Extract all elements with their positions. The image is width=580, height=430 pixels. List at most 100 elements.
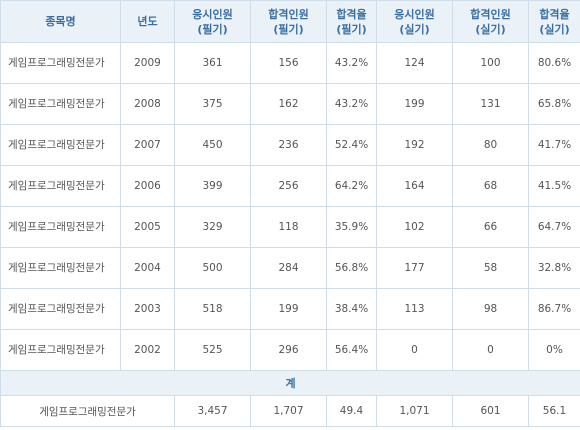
cell-practical-rate: 0% [528, 329, 580, 371]
cell-year: 2005 [120, 206, 175, 248]
cell-practical-passed: 58 [452, 247, 529, 289]
cell-written-passed: 284 [250, 247, 327, 289]
cell-written-applicants: 399 [174, 165, 251, 207]
header-label: 합격율 [336, 7, 367, 21]
cell-written-passed: 296 [250, 329, 327, 371]
cell-practical-passed: 98 [452, 288, 529, 330]
cell-practical-rate: 41.7% [528, 124, 580, 166]
header-sublabel: (실기) [539, 22, 570, 36]
cell-practical-passed: 66 [452, 206, 529, 248]
header-label: 응시인원 [394, 7, 435, 21]
cell-practical-passed: 100 [452, 42, 529, 84]
total-label: 계 [0, 370, 580, 396]
total-written-rate: 49.4 [326, 395, 377, 427]
cell-written-passed: 199 [250, 288, 327, 330]
cell-year: 2007 [120, 124, 175, 166]
cell-practical-applicants: 192 [376, 124, 453, 166]
cell-practical-rate: 41.5% [528, 165, 580, 207]
total-header-row: 계 [0, 370, 580, 396]
header-cell: 합격율 (필기) [326, 0, 377, 43]
cell-name: 게임프로그래밍전문가 [0, 206, 121, 248]
header-sublabel: (필기) [197, 22, 228, 36]
header-sublabel: (필기) [273, 22, 304, 36]
cell-practical-passed: 0 [452, 329, 529, 371]
cell-year: 2006 [120, 165, 175, 207]
table-row: 게임프로그래밍전문가 2009 361 156 43.2% 124 100 80… [0, 42, 580, 84]
cell-written-applicants: 518 [174, 288, 251, 330]
table-row: 게임프로그래밍전문가 2008 375 162 43.2% 199 131 65… [0, 83, 580, 125]
header-cell: 응시인원 (필기) [174, 0, 251, 43]
header-row: 종목명 년도 응시인원 (필기) 합격인원 (필기) 합격율 (필기) 응시인원 (실기… [0, 0, 580, 43]
cell-written-rate: 35.9% [326, 206, 377, 248]
table-row: 게임프로그래밍전문가 2006 399 256 64.2% 164 68 41.… [0, 165, 580, 207]
total-practical-passed: 601 [452, 395, 529, 427]
cell-written-applicants: 361 [174, 42, 251, 84]
cell-practical-rate: 80.6% [528, 42, 580, 84]
cell-written-rate: 52.4% [326, 124, 377, 166]
header-label: 합격인원 [268, 7, 309, 21]
table-row: 게임프로그래밍전문가 2002 525 296 56.4% 0 0 0% [0, 329, 580, 371]
cell-written-applicants: 450 [174, 124, 251, 166]
table-row: 게임프로그래밍전문가 2003 518 199 38.4% 113 98 86.… [0, 288, 580, 330]
cell-name: 게임프로그래밍전문가 [0, 83, 121, 125]
header-label: 종목명 [45, 15, 76, 28]
cell-written-rate: 56.4% [326, 329, 377, 371]
total-name: 게임프로그래밍전문가 [0, 395, 175, 427]
cell-practical-rate: 64.7% [528, 206, 580, 248]
header-cell: 응시인원 (실기) [376, 0, 453, 43]
cell-written-rate: 43.2% [326, 83, 377, 125]
cell-practical-passed: 80 [452, 124, 529, 166]
cell-name: 게임프로그래밍전문가 [0, 329, 121, 371]
cell-written-applicants: 525 [174, 329, 251, 371]
header-label: 합격율 [539, 7, 570, 21]
header-cell: 종목명 [0, 0, 121, 43]
header-cell: 년도 [120, 0, 175, 43]
cell-written-rate: 64.2% [326, 165, 377, 207]
cell-written-applicants: 500 [174, 247, 251, 289]
cell-practical-applicants: 164 [376, 165, 453, 207]
cell-practical-applicants: 0 [376, 329, 453, 371]
table-row: 게임프로그래밍전문가 2007 450 236 52.4% 192 80 41.… [0, 124, 580, 166]
cell-practical-applicants: 124 [376, 42, 453, 84]
cell-practical-rate: 86.7% [528, 288, 580, 330]
total-written-passed: 1,707 [250, 395, 327, 427]
header-sublabel: (필기) [336, 22, 367, 36]
cell-practical-applicants: 102 [376, 206, 453, 248]
header-label: 응시인원 [192, 7, 233, 21]
cell-practical-applicants: 177 [376, 247, 453, 289]
total-practical-applicants: 1,071 [376, 395, 453, 427]
header-cell: 합격율 (실기) [528, 0, 580, 43]
table-row: 게임프로그래밍전문가 2004 500 284 56.8% 177 58 32.… [0, 247, 580, 289]
cell-year: 2008 [120, 83, 175, 125]
header-label: 년도 [137, 15, 158, 28]
cell-year: 2004 [120, 247, 175, 289]
cell-written-passed: 162 [250, 83, 327, 125]
header-sublabel: (실기) [399, 22, 430, 36]
total-row: 게임프로그래밍전문가 3,457 1,707 49.4 1,071 601 56… [0, 395, 580, 427]
cell-practical-rate: 65.8% [528, 83, 580, 125]
cell-name: 게임프로그래밍전문가 [0, 42, 121, 84]
cell-written-rate: 43.2% [326, 42, 377, 84]
cell-practical-passed: 68 [452, 165, 529, 207]
header-label: 합격인원 [470, 7, 511, 21]
cell-name: 게임프로그래밍전문가 [0, 288, 121, 330]
cell-written-passed: 156 [250, 42, 327, 84]
cell-written-applicants: 329 [174, 206, 251, 248]
cell-written-passed: 236 [250, 124, 327, 166]
header-cell: 합격인원 (필기) [250, 0, 327, 43]
cell-practical-applicants: 199 [376, 83, 453, 125]
total-written-applicants: 3,457 [174, 395, 251, 427]
cell-name: 게임프로그래밍전문가 [0, 247, 121, 289]
cell-written-rate: 56.8% [326, 247, 377, 289]
cell-written-applicants: 375 [174, 83, 251, 125]
total-practical-rate: 56.1 [528, 395, 580, 427]
cell-practical-passed: 131 [452, 83, 529, 125]
cell-year: 2009 [120, 42, 175, 84]
header-cell: 합격인원 (실기) [452, 0, 529, 43]
cell-written-rate: 38.4% [326, 288, 377, 330]
cell-practical-applicants: 113 [376, 288, 453, 330]
cell-written-passed: 256 [250, 165, 327, 207]
cell-written-passed: 118 [250, 206, 327, 248]
